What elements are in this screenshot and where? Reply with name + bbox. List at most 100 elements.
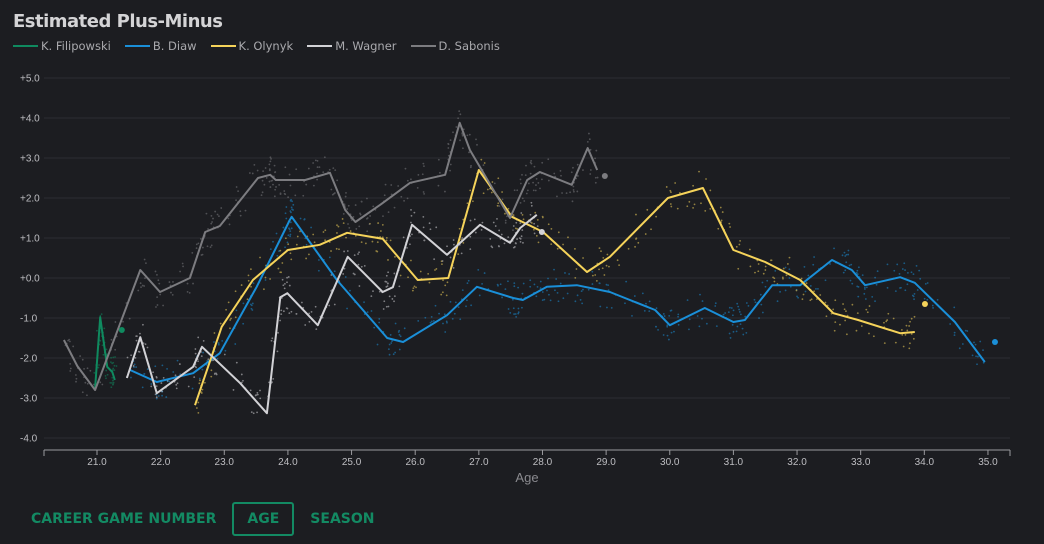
game-point (105, 348, 108, 351)
game-point (949, 323, 952, 325)
game-point (250, 411, 253, 413)
game-point (876, 270, 879, 273)
game-point (111, 362, 114, 365)
game-point (263, 288, 265, 291)
game-point (669, 203, 672, 205)
game-point (284, 246, 286, 249)
game-point (624, 302, 626, 305)
game-point (536, 285, 539, 288)
game-point (913, 315, 916, 318)
game-point (331, 193, 334, 196)
game-point (541, 161, 544, 164)
legend-item[interactable]: B. Diaw (124, 39, 197, 53)
game-point (316, 172, 318, 175)
game-point (372, 290, 374, 293)
game-point (458, 227, 461, 230)
game-point (489, 238, 492, 240)
game-point (468, 133, 471, 136)
game-point (280, 271, 282, 274)
game-point (330, 250, 332, 252)
game-point (739, 323, 742, 325)
game-point (782, 267, 785, 270)
game-point (800, 277, 803, 280)
game-point (168, 380, 171, 383)
game-point (152, 371, 154, 374)
game-point (146, 346, 149, 349)
legend-item[interactable]: D. Sabonis (410, 39, 500, 53)
game-point (210, 369, 213, 372)
game-point (736, 325, 739, 328)
game-point (265, 177, 268, 179)
game-point (200, 355, 203, 358)
legend-item[interactable]: M. Wagner (307, 39, 397, 53)
game-point (784, 266, 787, 269)
game-point (69, 340, 71, 343)
game-point (883, 321, 885, 324)
game-point (304, 324, 307, 326)
game-point (424, 316, 427, 319)
game-point (387, 259, 389, 261)
game-point (92, 383, 95, 386)
game-point (341, 218, 344, 220)
game-point (842, 303, 844, 305)
game-point (900, 329, 903, 331)
game-point (466, 299, 468, 302)
game-point (913, 292, 916, 295)
x-tick-label: 28.0 (533, 457, 553, 468)
game-point (497, 177, 500, 180)
y-tick-label: -3.0 (20, 394, 38, 405)
game-point (81, 358, 84, 361)
game-point (165, 396, 168, 398)
game-point (407, 276, 409, 279)
game-point (410, 221, 412, 224)
game-point (655, 325, 657, 328)
x-tick-label: 25.0 (342, 457, 362, 468)
game-point (637, 241, 640, 244)
game-point (317, 269, 320, 272)
x-tick-label: 32.0 (787, 457, 807, 468)
game-point (494, 225, 497, 227)
game-point (979, 340, 982, 343)
game-point (573, 190, 575, 193)
game-point (699, 293, 701, 296)
game-point (171, 293, 174, 296)
game-point (299, 230, 301, 233)
game-point (953, 306, 956, 309)
game-point (181, 262, 184, 265)
legend-item[interactable]: K. Filipowski (13, 39, 111, 53)
game-point (109, 381, 112, 384)
game-point (389, 239, 392, 242)
game-point (182, 265, 184, 268)
game-point (389, 334, 392, 336)
game-point (150, 385, 153, 388)
game-point (521, 197, 524, 200)
game-point (732, 309, 735, 312)
game-point (86, 394, 88, 397)
game-point (607, 289, 610, 292)
game-point (731, 323, 734, 326)
game-point (289, 233, 292, 236)
legend-item[interactable]: K. Olynyk (210, 39, 293, 53)
game-point (342, 273, 345, 275)
game-point (104, 375, 107, 377)
game-point (481, 282, 483, 285)
game-point (447, 147, 450, 149)
tab-age[interactable]: AGE (232, 502, 295, 536)
game-point (295, 243, 298, 246)
game-point (728, 306, 731, 309)
game-point (644, 233, 647, 235)
game-point (155, 397, 158, 400)
game-point (570, 171, 573, 174)
tab-season[interactable]: SEASON (310, 511, 375, 527)
game-point (556, 195, 558, 198)
game-point (475, 138, 477, 141)
game-point (785, 274, 788, 277)
game-point (110, 361, 112, 364)
game-point (580, 290, 583, 293)
game-point (541, 291, 544, 293)
game-point (906, 283, 909, 286)
game-point (452, 131, 454, 134)
game-point (422, 226, 425, 229)
game-point (281, 278, 284, 281)
tab-career-game-number[interactable]: CAREER GAME NUMBER (31, 511, 217, 527)
